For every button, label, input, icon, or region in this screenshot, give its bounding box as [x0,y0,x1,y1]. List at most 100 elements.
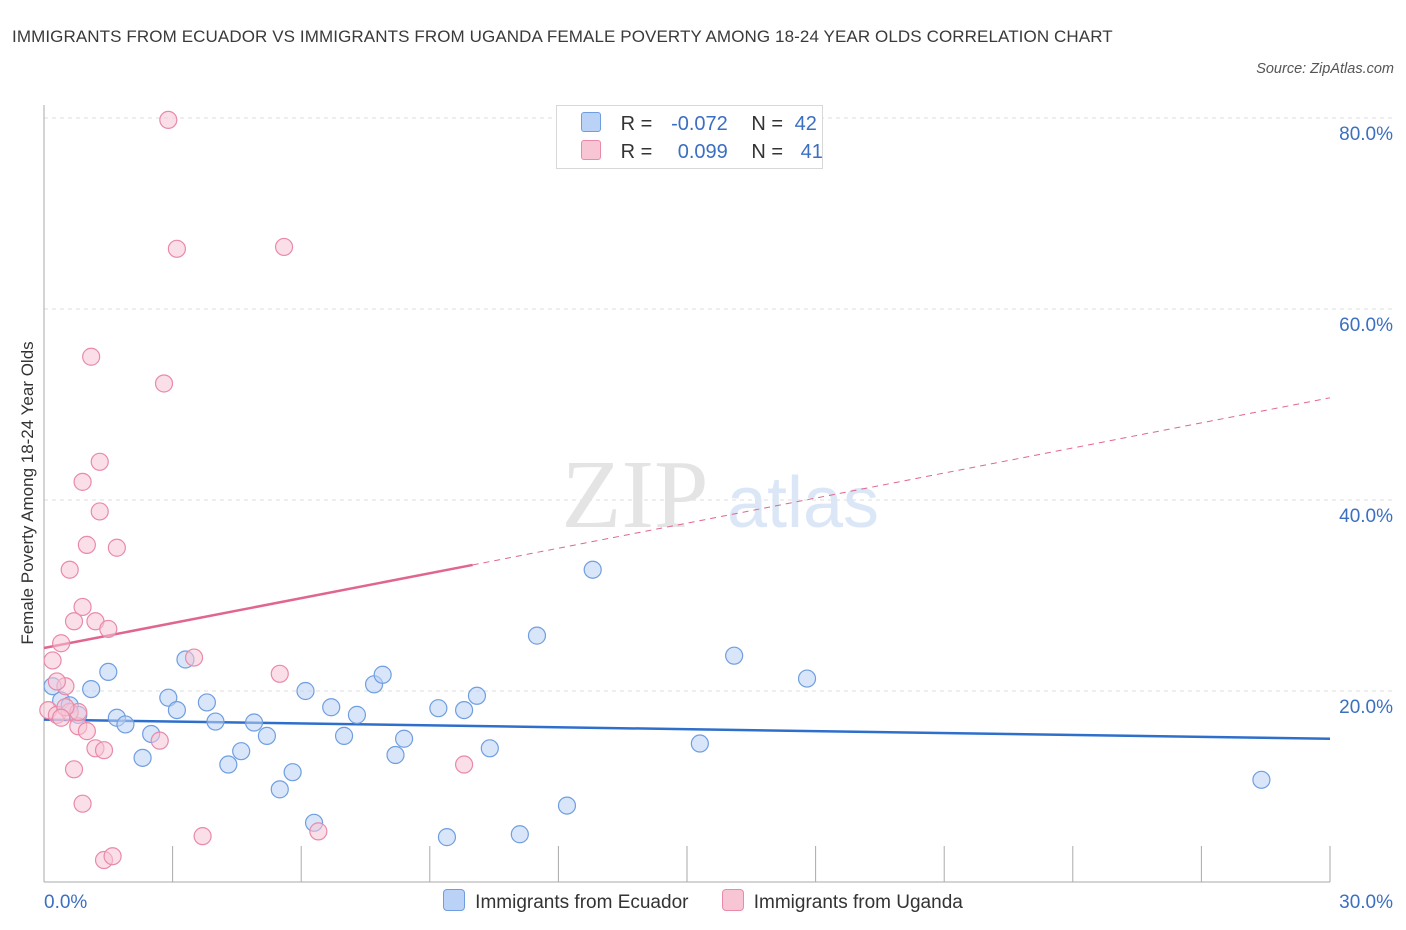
correlation-legend: R = -0.072 N = 42 R = 0.099 N = 41 [556,105,823,169]
source-label: Source: ZipAtlas.com [1256,61,1394,77]
ecuador-point [480,739,499,758]
uganda-point [103,847,122,866]
uganda-r-value: 0.099 [677,141,728,163]
ecuador-point [437,828,457,847]
uganda-point [90,452,109,471]
ecuador-point [232,742,251,761]
ecuador-point [257,726,277,745]
uganda-point [107,538,126,557]
y-tick-label: 60.0% [1339,315,1393,336]
axes [43,105,1331,883]
ecuador-point [797,669,817,688]
x-tick-label-max: 30.0% [1339,892,1393,913]
legend-row-ecuador: R = -0.072 N = 42 [581,112,817,138]
uganda-point [73,794,92,813]
ecuador-point [373,665,392,684]
ecuador-r-value: -0.072 [671,113,728,135]
uganda-point [43,651,62,670]
uganda-point [154,374,174,393]
uganda-point [73,472,92,491]
uganda-point [52,634,71,653]
uganda-point [184,648,204,667]
ecuador-point [244,713,264,732]
ecuador-n-value: 42 [794,113,817,135]
ecuador-point [219,755,238,774]
ecuador-point [270,780,289,799]
watermark-atlas: atlas [727,463,879,543]
ecuador-point [133,748,152,767]
ecuador-point [116,715,135,734]
ecuador-point [334,726,354,745]
uganda-point [64,760,84,779]
ecuador-point [1252,770,1271,789]
ecuador-point [454,700,474,720]
ecuador-point [322,698,341,717]
ecuador-legend-label: Immigrants from Ecuador [475,892,689,913]
n-label: N = [751,141,784,163]
uganda-point [167,239,186,258]
uganda-legend-label: Immigrants from Uganda [753,892,963,913]
uganda-point [90,502,109,521]
ecuador-point [283,763,302,782]
uganda-point [99,619,118,639]
uganda-point [82,347,101,366]
ecuador-swatch [581,112,601,132]
uganda-point [94,741,114,760]
ecuador-point [347,705,367,724]
ecuador-point [159,688,178,707]
uganda-point [193,827,212,846]
uganda-point [60,560,79,579]
chart-title: IMMIGRANTS FROM ECUADOR VS IMMIGRANTS FR… [12,27,1113,46]
ecuador-point [167,700,186,720]
legend-row-uganda: R = 0.099 N = 41 [581,140,823,166]
y-tick-label: 40.0% [1339,506,1393,527]
uganda-n-value: 41 [800,141,823,163]
y-axis-label: Female Poverty Among 18-24 Year Olds [18,341,37,645]
uganda-point [47,672,66,691]
uganda-legend-swatch [721,889,744,911]
ecuador-point [99,662,118,682]
data-points [39,110,1271,870]
uganda-point [274,237,294,257]
legend-item-uganda: Immigrants from Uganda [721,889,963,914]
x-tick-label-min: 0.0% [44,892,87,913]
tick-labels: 20.0% 40.0% 60.0% 80.0% 0.0% 30.0% [44,124,1393,913]
uganda-point [454,755,474,774]
ecuador-point [583,560,602,579]
ecuador-point [296,681,315,701]
uganda-trendline-extension [472,397,1331,566]
y-tick-label: 20.0% [1339,697,1393,718]
ecuador-trendline [43,718,1331,740]
uganda-point [159,110,178,130]
watermark: ZIP atlas [562,441,880,549]
uganda-point [77,722,96,741]
gridlines [44,117,1394,692]
ecuador-legend-swatch [443,889,466,911]
uganda-point [73,597,92,617]
ecuador-point [557,796,577,815]
series-legend: Immigrants from Ecuador Immigrants from … [0,889,1406,914]
uganda-point [270,664,289,683]
uganda-point [64,612,84,631]
ecuador-point [690,734,709,753]
ecuador-point [725,646,744,665]
r-label: R = [620,113,653,135]
uganda-point [52,708,71,727]
y-tick-label: 80.0% [1339,124,1393,145]
ecuador-point [394,729,414,748]
ecuador-point [386,745,405,765]
ecuador-point [206,712,225,731]
n-label: N = [751,113,784,135]
uganda-swatch [581,140,601,160]
ecuador-point [527,626,547,645]
ecuador-point [197,693,216,712]
uganda-point [309,822,328,841]
uganda-point [150,731,169,750]
ecuador-point [510,825,529,844]
watermark-zip: ZIP [562,441,709,549]
ecuador-point [467,686,487,705]
ecuador-point [82,679,101,699]
ecuador-point [429,699,448,718]
r-label: R = [620,141,653,163]
